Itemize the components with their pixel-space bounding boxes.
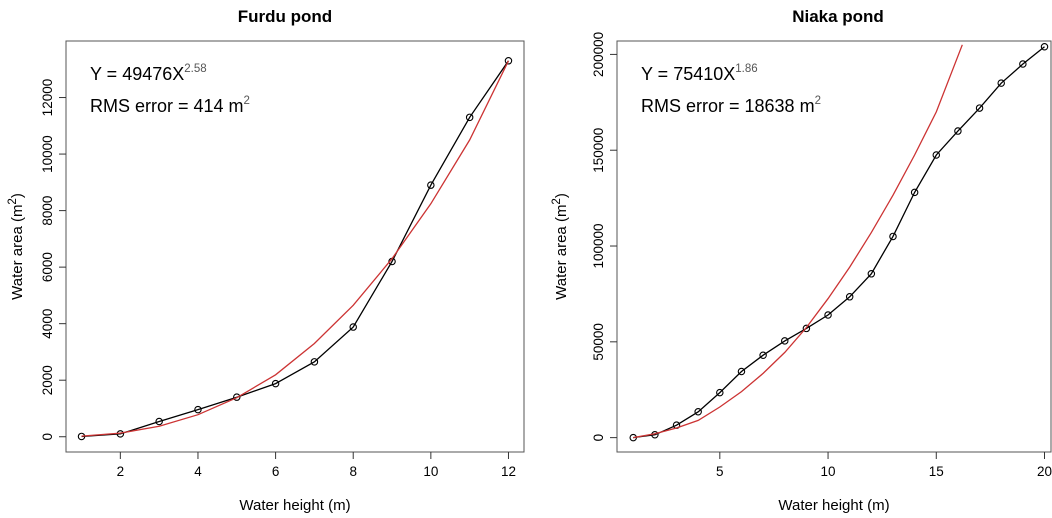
x-tick-label: 8: [349, 464, 357, 479]
rms-label: RMS error = 414 m2: [90, 95, 250, 116]
y-axis-label-tail: ): [9, 193, 26, 198]
x-tick-label: 2: [117, 464, 125, 479]
x-tick-label: 4: [194, 464, 202, 479]
furdu-panel: Furdu pond 2 4 6 8 10 12 0 2000 4000 6000 8000 10000…: [7, 7, 524, 514]
equation-text: Y = 49476X: [90, 64, 184, 84]
y-tick-label: 100000: [591, 223, 606, 268]
x-tick-label: 10: [821, 464, 836, 479]
equation-label: Y = 75410X1.86: [641, 63, 758, 84]
rms-text: RMS error = 414 m: [90, 96, 244, 116]
y-tick-label: 2000: [40, 365, 55, 395]
x-tick-label: 6: [272, 464, 280, 479]
equation-label: Y = 49476X2.58: [90, 63, 207, 84]
y-tick-label: 12000: [40, 79, 55, 117]
fitted-series-line: [82, 61, 509, 436]
y-axis-label: Water area (m2): [7, 193, 26, 300]
y-axis-label-text: Water area (m: [553, 205, 570, 300]
rms-sup: 2: [815, 95, 821, 107]
chart-title: Furdu pond: [238, 7, 332, 26]
y-tick-label: 0: [40, 433, 55, 441]
y-tick-label: 150000: [591, 128, 606, 173]
y-tick-label: 10000: [40, 135, 55, 173]
y-tick-label: 4000: [40, 309, 55, 339]
x-tick-label: 20: [1037, 464, 1052, 479]
equation-exponent: 1.86: [735, 63, 757, 75]
x-tick-label: 12: [501, 464, 516, 479]
chart-title: Niaka pond: [792, 7, 884, 26]
rms-text: RMS error = 18638 m: [641, 96, 815, 116]
y-tick-label: 200000: [591, 32, 606, 77]
y-axis-label-text: Water area (m: [9, 205, 26, 300]
y-tick-label: 6000: [40, 252, 55, 282]
x-axis-label: Water height (m): [239, 497, 350, 514]
y-axis-label: Water area (m2): [551, 193, 570, 300]
x-tick-label: 15: [929, 464, 944, 479]
equation-text: Y = 75410X: [641, 64, 735, 84]
rms-sup: 2: [244, 95, 250, 107]
niaka-panel: Niaka pond 5 10 15 20 0 50000 100000 150000 20000…: [551, 7, 1052, 514]
equation-exponent: 2.58: [184, 63, 206, 75]
y-tick-label: 0: [591, 434, 606, 442]
y-tick-label: 8000: [40, 196, 55, 226]
x-tick-label: 5: [716, 464, 724, 479]
x-tick-label: 10: [423, 464, 438, 479]
y-axis-label-tail: ): [553, 193, 570, 198]
observed-series-line: [82, 61, 509, 437]
rms-label: RMS error = 18638 m2: [641, 95, 821, 116]
y-tick-label: 50000: [591, 323, 606, 361]
x-axis-label: Water height (m): [778, 497, 889, 514]
